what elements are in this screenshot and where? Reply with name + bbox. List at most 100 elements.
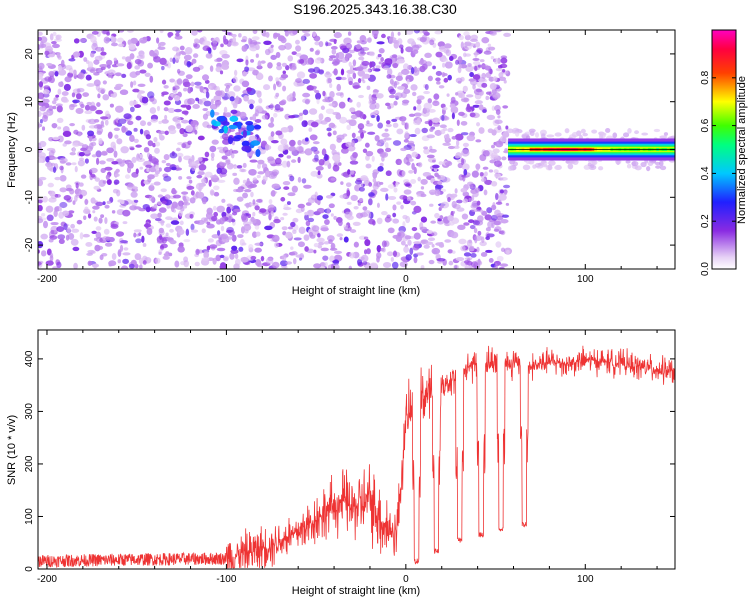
noise-speckle: [485, 95, 490, 101]
noise-speckle: [309, 47, 314, 52]
noise-speckle: [104, 242, 113, 247]
noise-speckle: [88, 134, 93, 142]
noise-speckle: [310, 170, 319, 177]
noise-speckle: [471, 170, 479, 178]
noise-speckle: [71, 92, 76, 98]
signal-speckle: [564, 128, 570, 134]
noise-speckle: [333, 250, 343, 254]
noise-speckle: [68, 210, 75, 214]
noise-speckle: [369, 51, 375, 57]
spectrogram-x-tick-label: -100: [216, 274, 236, 285]
noise-speckle: [314, 57, 322, 64]
noise-speckle: [73, 262, 78, 269]
noise-speckle: [413, 112, 422, 117]
noise-speckle: [114, 134, 119, 139]
noise-speckle: [499, 263, 509, 267]
noise-speckle: [298, 114, 303, 121]
signal-speckle: [565, 159, 570, 164]
noise-speckle: [464, 41, 472, 47]
noise-speckle: [87, 213, 92, 219]
noise-speckle: [42, 105, 46, 112]
noise-speckle: [366, 85, 371, 90]
noise-speckle: [63, 83, 71, 91]
noise-speckle: [431, 244, 435, 248]
noise-speckle: [224, 31, 232, 36]
noise-speckle: [498, 72, 504, 78]
noise-speckle: [252, 211, 256, 217]
noise-speckle: [183, 256, 189, 263]
noise-speckle: [317, 170, 321, 176]
noise-speckle: [83, 57, 88, 62]
noise-speckle: [205, 91, 210, 99]
noise-speckle: [346, 119, 354, 123]
noise-speckle: [303, 234, 310, 241]
noise-speckle: [376, 93, 384, 99]
colorbar-tick-label: 0.2: [700, 214, 711, 228]
noise-speckle: [169, 228, 174, 233]
noise-speckle: [147, 91, 155, 99]
noise-speckle: [307, 68, 316, 73]
noise-speckle: [276, 65, 283, 71]
noise-speckle: [198, 98, 204, 106]
noise-speckle: [403, 189, 412, 195]
noise-speckle: [346, 215, 354, 221]
noise-speckle: [412, 69, 420, 76]
noise-speckle: [179, 45, 185, 51]
noise-speckle: [206, 221, 211, 225]
noise-speckle: [321, 148, 327, 156]
noise-speckle: [392, 212, 397, 218]
noise-speckle: [407, 239, 412, 246]
noise-speckle: [52, 166, 57, 173]
noise-speckle: [480, 177, 486, 183]
noise-speckle: [431, 231, 438, 237]
noise-speckle: [239, 111, 247, 119]
noise-speckle: [462, 191, 470, 197]
noise-speckle: [158, 251, 162, 255]
spectrogram-x-axis-label: Height of straight line (km): [292, 285, 420, 297]
noise-speckle: [144, 72, 151, 77]
noise-speckle: [432, 164, 440, 169]
noise-speckle: [84, 110, 93, 115]
noise-speckle: [377, 166, 384, 172]
noise-speckle: [145, 222, 149, 229]
noise-speckle: [464, 265, 473, 269]
noise-speckle: [401, 101, 409, 106]
noise-speckle: [222, 256, 229, 262]
noise-speckle: [275, 77, 280, 82]
noise-speckle: [309, 108, 318, 115]
noise-speckle: [251, 231, 258, 239]
noise-speckle: [280, 73, 289, 79]
signal-speckle: [634, 165, 642, 171]
noise-speckle: [324, 72, 332, 78]
noise-speckle: [457, 224, 466, 231]
noise-speckle: [466, 103, 471, 111]
noise-speckle: [381, 33, 386, 39]
noise-speckle: [121, 56, 126, 60]
noise-speckle: [202, 45, 211, 52]
noise-speckle: [371, 114, 375, 119]
noise-speckle: [356, 40, 362, 44]
noise-speckle: [307, 217, 315, 223]
noise-speckle: [210, 157, 215, 161]
noise-speckle: [412, 244, 420, 251]
noise-speckle: [163, 253, 169, 257]
spectrogram-y-tick-label: 20: [24, 48, 35, 60]
noise-speckle: [172, 190, 177, 195]
noise-speckle: [273, 218, 281, 224]
noise-speckle: [233, 85, 241, 92]
signal-speckle: [590, 164, 595, 169]
noise-speckle: [305, 220, 311, 227]
noise-speckle: [97, 87, 106, 94]
noise-speckle: [44, 50, 50, 56]
noise-speckle: [460, 245, 466, 252]
noise-speckle: [485, 249, 493, 253]
noise-speckle: [153, 136, 158, 143]
noise-speckle: [369, 61, 373, 69]
blob-cluster-speckle: [227, 136, 234, 145]
noise-speckle: [125, 56, 132, 63]
noise-speckle: [176, 152, 184, 158]
noise-speckle: [406, 78, 410, 85]
noise-speckle: [210, 98, 214, 105]
snr-x-axis-label: Height of straight line (km): [292, 585, 420, 597]
noise-speckle: [395, 181, 399, 187]
